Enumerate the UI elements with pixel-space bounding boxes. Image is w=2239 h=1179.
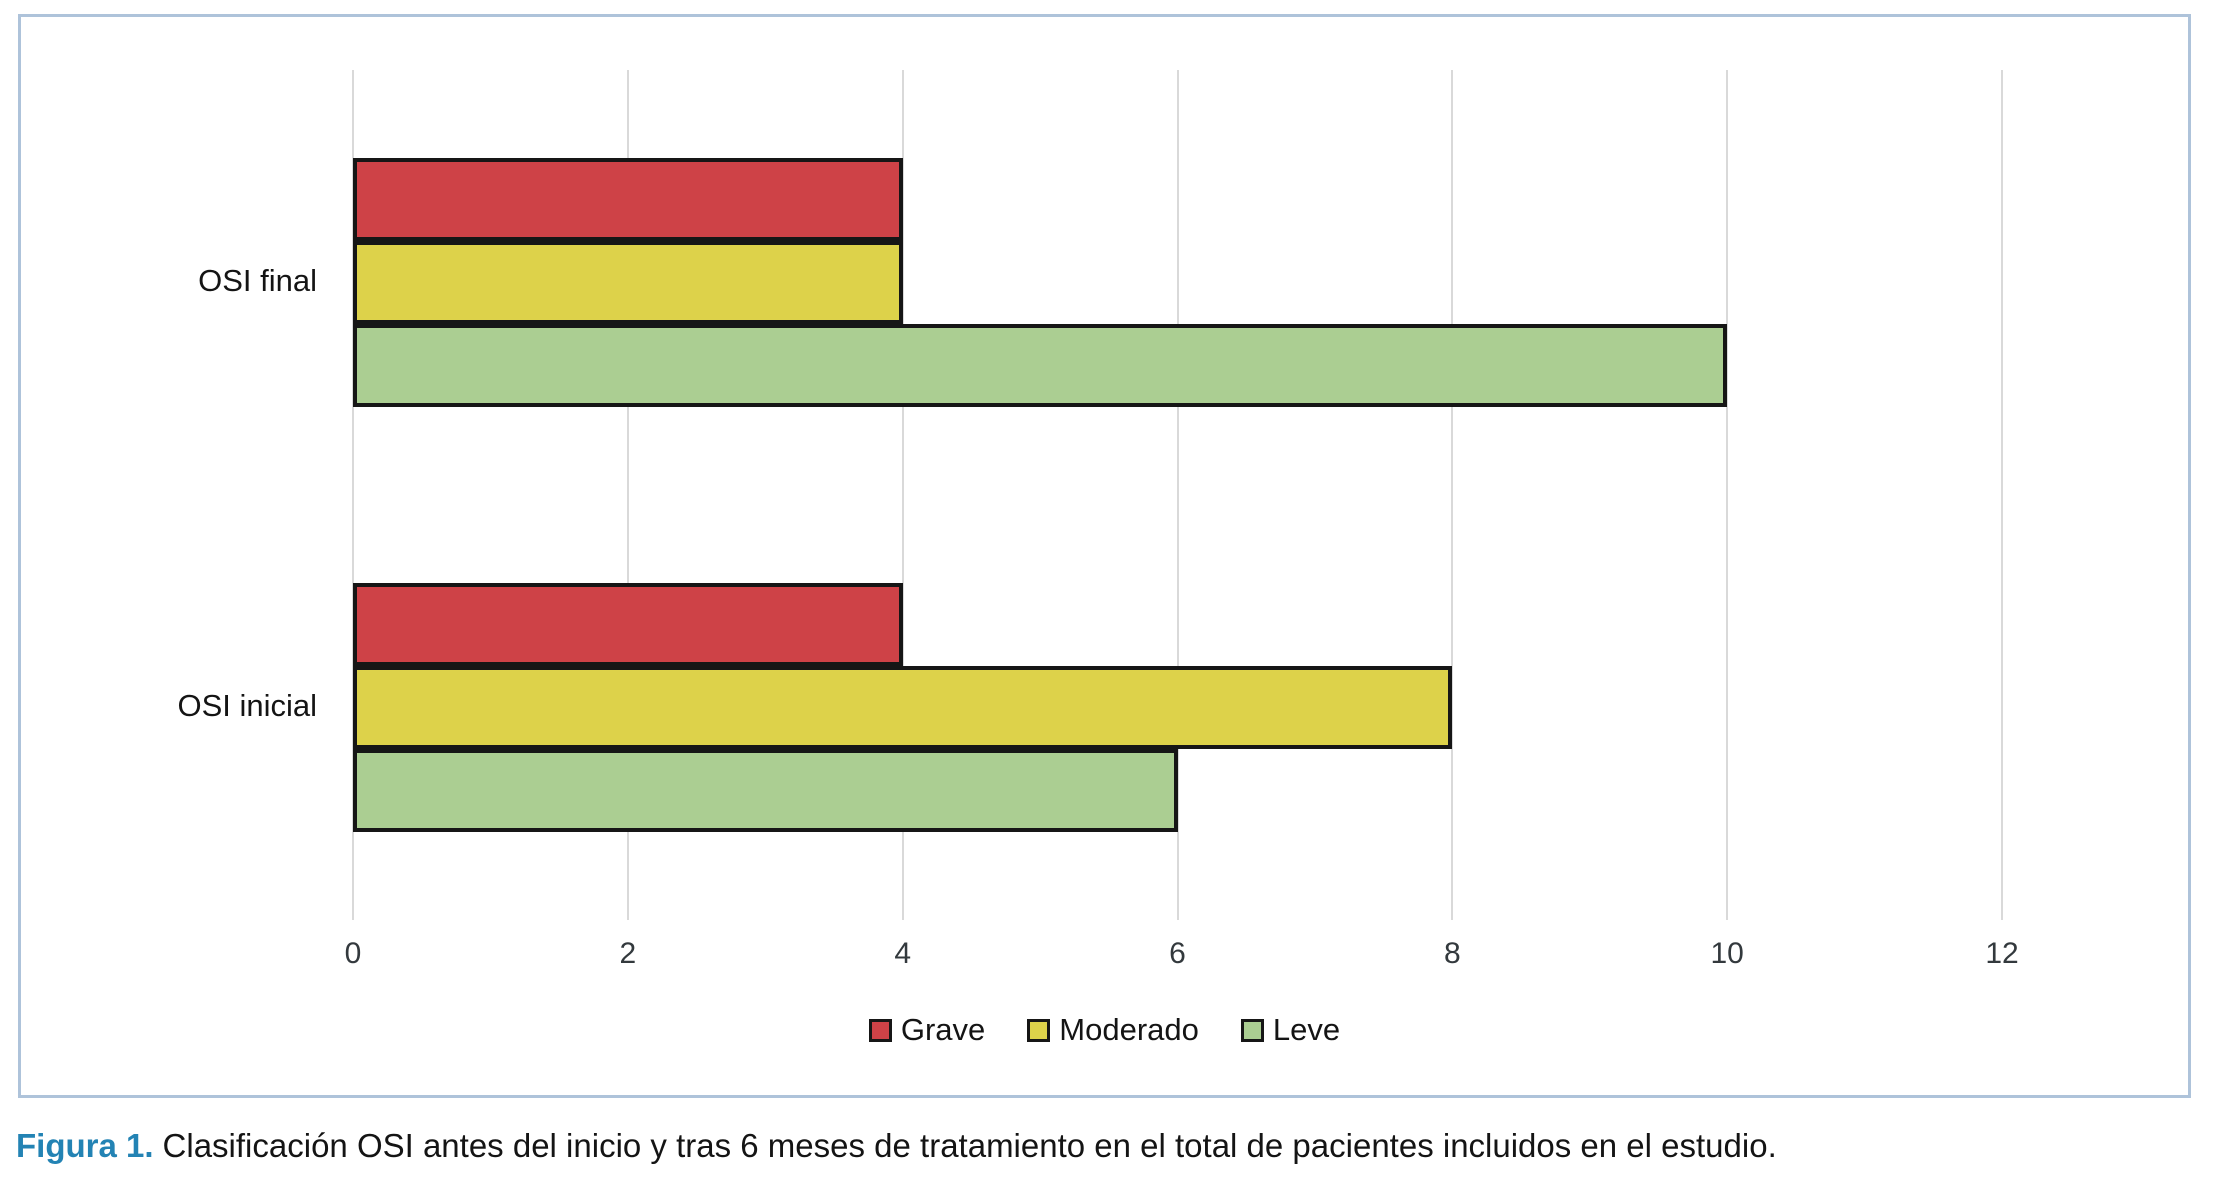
figure-caption: Figura 1. Clasificación OSI antes del ini… <box>16 1124 2216 1169</box>
legend: Grave Moderado Leve <box>21 1012 2188 1048</box>
bar-grave-1 <box>353 583 903 666</box>
x-axis: 0 2 4 6 8 10 12 <box>345 932 2019 976</box>
category-label-0: OSI final <box>198 263 317 298</box>
gridline-x-12 <box>2001 70 2003 920</box>
gridline-x-6 <box>1176 70 1179 920</box>
x-tick-label-2: 2 <box>619 937 637 970</box>
legend-label: Moderado <box>1059 1012 1199 1047</box>
x-tick-label-4: 4 <box>894 937 911 970</box>
gridline-x-4 <box>901 70 904 920</box>
legend-item-moderado: Moderado <box>1027 1012 1199 1048</box>
legend-item-grave: Grave <box>868 1012 986 1048</box>
chart-panel: 0 2 4 6 8 10 12 OSI final OSI inicial Grave Mode… <box>18 14 2191 1098</box>
bar-group-1 <box>353 583 2002 832</box>
legend-swatch-icon <box>1027 1018 1051 1042</box>
x-tick-label-6: 6 <box>1169 937 1186 970</box>
bar-grave-0 <box>353 158 903 241</box>
gridline-x-8 <box>1451 70 1454 920</box>
gridline-x-2 <box>626 70 629 920</box>
x-tick-label-8: 8 <box>1443 937 1461 970</box>
legend-label: Grave <box>900 1012 986 1047</box>
legend-label: Leve <box>1272 1012 1341 1047</box>
plot-area <box>352 70 2003 920</box>
bar-moderado-1 <box>353 666 1453 749</box>
legend-swatch-icon <box>868 1018 892 1042</box>
bar-group-0 <box>353 158 2002 407</box>
figure-caption-label: Figura 1. <box>16 1127 154 1164</box>
gridline-x-0 <box>352 70 354 920</box>
gridline-x-10 <box>1726 70 1729 920</box>
bar-leve-1 <box>353 749 1178 832</box>
bar-leve-0 <box>353 324 1728 407</box>
legend-swatch-icon <box>1240 1018 1264 1042</box>
x-tick-label-0: 0 <box>344 937 362 970</box>
x-tick-label-12: 12 <box>1985 937 2019 970</box>
x-tick-label-10: 10 <box>1710 937 1744 970</box>
legend-item-leve: Leve <box>1240 1012 1341 1048</box>
figure-caption-text: Clasificación OSI antes del inicio y tra… <box>162 1127 1777 1164</box>
bar-moderado-0 <box>353 241 903 324</box>
category-label-1: OSI inicial <box>177 688 317 723</box>
